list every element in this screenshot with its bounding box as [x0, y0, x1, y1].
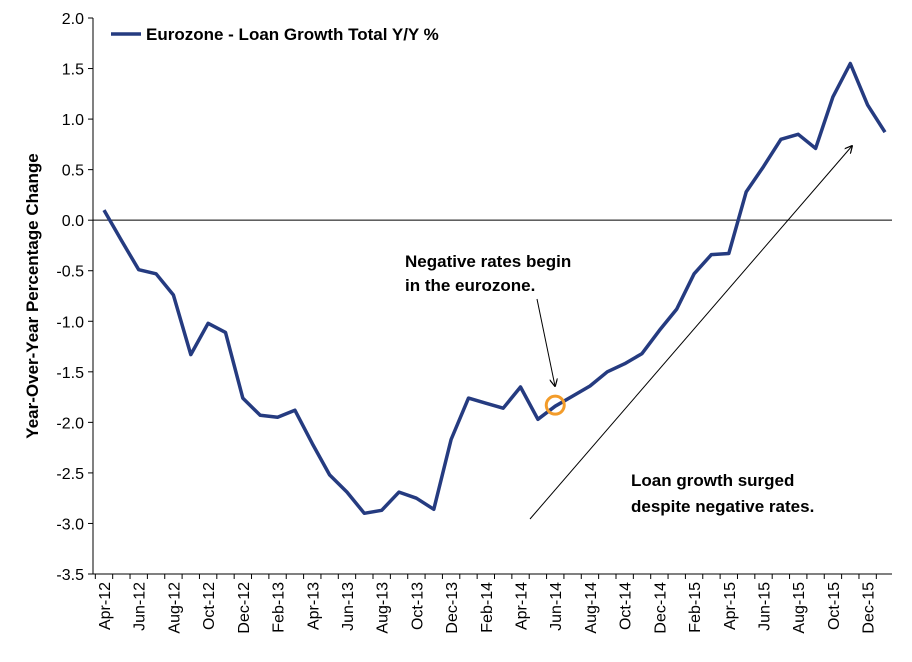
x-tick-label: Feb-14 [479, 582, 496, 633]
y-tick-label: -2.0 [56, 415, 84, 432]
y-tick-label: 1.5 [62, 62, 84, 79]
annotation-loan-growth-line1: Loan growth surged [631, 471, 794, 490]
x-tick-label: Jun-14 [548, 582, 565, 631]
y-axis-label: Year-Over-Year Percentage Change [23, 153, 42, 438]
series-line [102, 61, 887, 516]
x-tick-label: Apr-14 [514, 582, 531, 630]
y-tick-label: -0.5 [56, 264, 84, 281]
x-tick-label: Jun-12 [132, 582, 149, 631]
x-tick-label: Dec-14 [652, 582, 669, 634]
x-tick-label: Apr-13 [305, 582, 322, 630]
x-tick-label: Apr-12 [97, 582, 114, 630]
x-tick-label: Aug-13 [375, 582, 392, 634]
x-tick-label: Aug-14 [583, 582, 600, 634]
x-tick-label: Feb-13 [271, 582, 288, 633]
x-tick-label: Oct-14 [618, 582, 635, 630]
annotation-negative-rates-line2: in the eurozone. [405, 276, 535, 295]
x-tick-label: Jun-15 [757, 582, 774, 631]
series-group [102, 61, 887, 516]
x-tick-label: Oct-15 [826, 582, 843, 630]
x-tick-label: Aug-15 [791, 582, 808, 634]
y-tick-label: -1.5 [56, 365, 84, 382]
y-tick-label: 1.0 [62, 112, 84, 129]
x-tick-group: Apr-12 Jun-12 Aug-12 Oct-12 Dec-12 Feb-13 Apr-… [94, 574, 878, 634]
x-tick-label: Dec-15 [861, 582, 878, 634]
annotation-loan-growth: Loan growth surged despite negative rate… [529, 146, 852, 520]
y-tick-label: -2.5 [56, 466, 84, 483]
annotation-negative-rates-arrow [536, 298, 555, 386]
y-tick-label: -1.0 [56, 314, 84, 331]
y-tick-label: -3.0 [56, 516, 84, 533]
highlight-circle [544, 394, 566, 416]
x-tick-label: Jun-13 [340, 582, 357, 631]
x-tick-label: Oct-12 [201, 582, 218, 630]
y-tick-label: 0.5 [62, 163, 84, 180]
y-tick-group: 2.0 1.5 1.0 0.5 0.0 -0.5 -1.0 -1.5 -2.0 -2.5 -3.0 -… [56, 11, 93, 584]
x-tick-label: Feb-15 [687, 582, 704, 633]
legend-label: Eurozone - Loan Growth Total Y/Y % [146, 25, 439, 44]
x-tick-label: Oct-13 [409, 582, 426, 630]
x-tick-label: Apr-15 [722, 582, 739, 630]
legend: Eurozone - Loan Growth Total Y/Y % [111, 25, 439, 44]
y-tick-label: -3.5 [56, 567, 84, 584]
x-tick-label: Aug-12 [166, 582, 183, 634]
annotation-negative-rates-line1: Negative rates begin [405, 252, 571, 271]
annotation-negative-rates: Negative rates begin in the eurozone. [405, 252, 571, 386]
annotation-loan-growth-arrow [529, 146, 852, 520]
x-tick-label: Dec-12 [236, 582, 253, 634]
y-tick-label: 0.0 [62, 213, 84, 230]
y-tick-label: 2.0 [62, 11, 84, 28]
x-tick-label: Dec-13 [444, 582, 461, 634]
annotation-loan-growth-line2: despite negative rates. [631, 497, 814, 516]
